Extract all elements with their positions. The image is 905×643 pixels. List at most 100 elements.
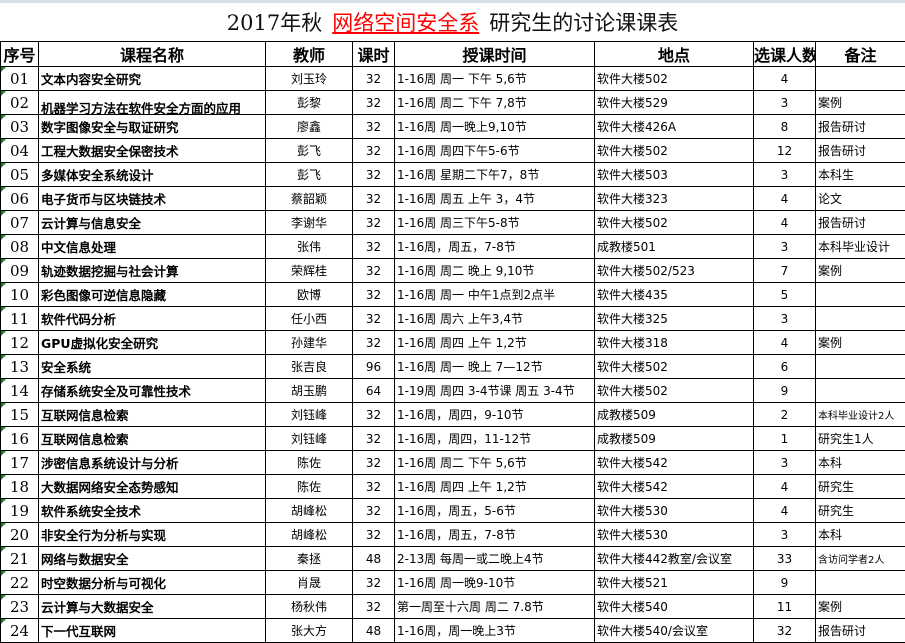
- course-name-cell[interactable]: 网络与数据安全: [39, 547, 266, 571]
- notes-cell[interactable]: [816, 571, 905, 595]
- notes-cell[interactable]: 本科生: [816, 163, 905, 187]
- location-cell[interactable]: 软件大楼502: [595, 67, 754, 91]
- course-name-cell[interactable]: 互联网信息检索: [39, 403, 266, 427]
- enrollment-count-cell[interactable]: 6: [754, 355, 816, 379]
- hours-cell[interactable]: 32: [353, 475, 395, 499]
- row-number-cell[interactable]: 12: [1, 331, 39, 355]
- schedule-time-cell[interactable]: 1-16周 周一 中午1点到2点半: [395, 283, 595, 307]
- schedule-time-cell[interactable]: 2-13周 每周一或二晚上4节: [395, 547, 595, 571]
- course-name-cell[interactable]: 中文信息处理: [39, 235, 266, 259]
- teacher-cell[interactable]: 刘钰峰: [266, 427, 353, 451]
- row-number-cell[interactable]: 02: [1, 91, 39, 115]
- location-cell[interactable]: 软件大楼325: [595, 307, 754, 331]
- location-cell[interactable]: 成教楼509: [595, 403, 754, 427]
- enrollment-count-cell[interactable]: 3: [754, 523, 816, 547]
- schedule-time-cell[interactable]: 1-16周，周一晚上3节: [395, 619, 595, 643]
- location-cell[interactable]: 软件大楼318: [595, 331, 754, 355]
- teacher-cell[interactable]: 张伟: [266, 235, 353, 259]
- course-name-cell[interactable]: 安全系统: [39, 355, 266, 379]
- teacher-cell[interactable]: 荣辉桂: [266, 259, 353, 283]
- location-cell[interactable]: 成教楼509: [595, 427, 754, 451]
- schedule-time-cell[interactable]: 1-16周 周四 上午 1,2节: [395, 331, 595, 355]
- row-number-cell[interactable]: 14: [1, 379, 39, 403]
- teacher-cell[interactable]: 陈佐: [266, 475, 353, 499]
- course-name-cell[interactable]: 时空数据分析与可视化: [39, 571, 266, 595]
- location-cell[interactable]: 软件大楼530: [595, 523, 754, 547]
- teacher-cell[interactable]: 陈佐: [266, 451, 353, 475]
- location-cell[interactable]: 软件大楼529: [595, 91, 754, 115]
- notes-cell[interactable]: 案例: [816, 259, 905, 283]
- notes-cell[interactable]: [816, 307, 905, 331]
- enrollment-count-cell[interactable]: 5: [754, 283, 816, 307]
- schedule-time-cell[interactable]: 1-16周 周五 上午 3，4节: [395, 187, 595, 211]
- hours-cell[interactable]: 32: [353, 139, 395, 163]
- notes-cell[interactable]: 报告研讨: [816, 139, 905, 163]
- teacher-cell[interactable]: 杨秋伟: [266, 595, 353, 619]
- enrollment-count-cell[interactable]: 4: [754, 499, 816, 523]
- location-cell[interactable]: 软件大楼521: [595, 571, 754, 595]
- course-name-cell[interactable]: 软件代码分析: [39, 307, 266, 331]
- notes-cell[interactable]: [816, 283, 905, 307]
- row-number-cell[interactable]: 21: [1, 547, 39, 571]
- course-name-cell[interactable]: 软件系统安全技术: [39, 499, 266, 523]
- hours-cell[interactable]: 32: [353, 307, 395, 331]
- enrollment-count-cell[interactable]: 3: [754, 91, 816, 115]
- location-cell[interactable]: 软件大楼502/523: [595, 259, 754, 283]
- hours-cell[interactable]: 32: [353, 403, 395, 427]
- teacher-cell[interactable]: 彭飞: [266, 163, 353, 187]
- teacher-cell[interactable]: 廖鑫: [266, 115, 353, 139]
- notes-cell[interactable]: 含访问学者2人: [816, 547, 905, 571]
- enrollment-count-cell[interactable]: 3: [754, 451, 816, 475]
- row-number-cell[interactable]: 22: [1, 571, 39, 595]
- hours-cell[interactable]: 32: [353, 283, 395, 307]
- schedule-time-cell[interactable]: 1-16周 周二 下午 7,8节: [395, 91, 595, 115]
- course-name-cell[interactable]: 互联网信息检索: [39, 427, 266, 451]
- course-name-cell[interactable]: 电子货币与区块链技术: [39, 187, 266, 211]
- location-cell[interactable]: 软件大楼426A: [595, 115, 754, 139]
- schedule-time-cell[interactable]: 1-16周，周四，9-10节: [395, 403, 595, 427]
- hours-cell[interactable]: 64: [353, 379, 395, 403]
- row-number-cell[interactable]: 04: [1, 139, 39, 163]
- enrollment-count-cell[interactable]: 2: [754, 403, 816, 427]
- hours-cell[interactable]: 32: [353, 91, 395, 115]
- enrollment-count-cell[interactable]: 12: [754, 139, 816, 163]
- course-name-cell[interactable]: 文本内容安全研究: [39, 67, 266, 91]
- schedule-time-cell[interactable]: 1-16周 周一 晚上 7—12节: [395, 355, 595, 379]
- teacher-cell[interactable]: 彭黎: [266, 91, 353, 115]
- teacher-cell[interactable]: 张吉良: [266, 355, 353, 379]
- hours-cell[interactable]: 32: [353, 427, 395, 451]
- course-name-cell[interactable]: 彩色图像可逆信息隐藏: [39, 283, 266, 307]
- row-number-cell[interactable]: 20: [1, 523, 39, 547]
- enrollment-count-cell[interactable]: 11: [754, 595, 816, 619]
- row-number-cell[interactable]: 10: [1, 283, 39, 307]
- course-name-cell[interactable]: 下一代互联网: [39, 619, 266, 643]
- teacher-cell[interactable]: 秦拯: [266, 547, 353, 571]
- hours-cell[interactable]: 32: [353, 523, 395, 547]
- schedule-time-cell[interactable]: 1-16周 周一晚9-10节: [395, 571, 595, 595]
- teacher-cell[interactable]: 欧博: [266, 283, 353, 307]
- location-cell[interactable]: 软件大楼503: [595, 163, 754, 187]
- hours-cell[interactable]: 32: [353, 235, 395, 259]
- hours-cell[interactable]: 32: [353, 451, 395, 475]
- schedule-time-cell[interactable]: 1-16周，周五，7-8节: [395, 523, 595, 547]
- location-cell[interactable]: 软件大楼323: [595, 187, 754, 211]
- enrollment-count-cell[interactable]: 4: [754, 475, 816, 499]
- location-cell[interactable]: 软件大楼502: [595, 139, 754, 163]
- course-name-cell[interactable]: 多媒体安全系统设计: [39, 163, 266, 187]
- location-cell[interactable]: 软件大楼442教室/会议室: [595, 547, 754, 571]
- row-number-cell[interactable]: 07: [1, 211, 39, 235]
- course-name-cell[interactable]: 存储系统安全及可靠性技术: [39, 379, 266, 403]
- schedule-time-cell[interactable]: 1-16周 周一晚上9,10节: [395, 115, 595, 139]
- hours-cell[interactable]: 32: [353, 187, 395, 211]
- location-cell[interactable]: 成教楼501: [595, 235, 754, 259]
- row-number-cell[interactable]: 16: [1, 427, 39, 451]
- row-number-cell[interactable]: 13: [1, 355, 39, 379]
- enrollment-count-cell[interactable]: 4: [754, 187, 816, 211]
- row-number-cell[interactable]: 19: [1, 499, 39, 523]
- enrollment-count-cell[interactable]: 4: [754, 331, 816, 355]
- teacher-cell[interactable]: 李谢华: [266, 211, 353, 235]
- enrollment-count-cell[interactable]: 7: [754, 259, 816, 283]
- notes-cell[interactable]: 本科: [816, 523, 905, 547]
- hours-cell[interactable]: 32: [353, 571, 395, 595]
- hours-cell[interactable]: 32: [353, 499, 395, 523]
